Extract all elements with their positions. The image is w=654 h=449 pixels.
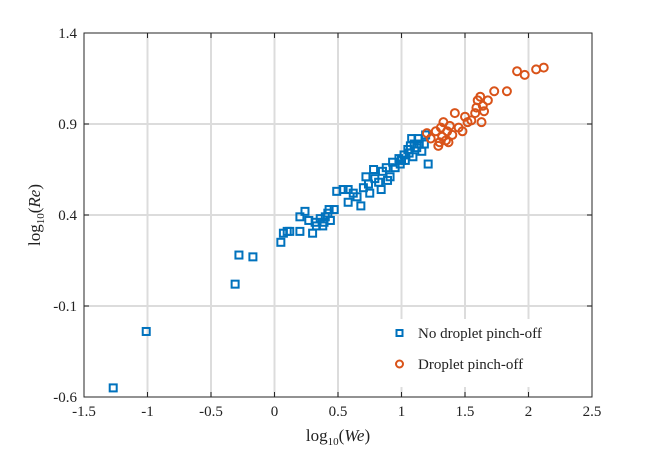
data-point-square (325, 215, 335, 225)
data-point-square (295, 226, 305, 236)
data-point-square (329, 205, 339, 215)
legend-label-no-pinch-off: No droplet pinch-off (418, 326, 542, 342)
data-point-circle (512, 66, 523, 77)
data-point-square (385, 172, 395, 182)
x-axis-label: log10(We) (306, 426, 370, 448)
axis-ticks: -1.5 -1 -0.5 0 0.5 1 1.5 2 2.5 -0.6 -0.1 0.4 0.9 1.4 (53, 26, 601, 420)
data-point-circle (457, 126, 468, 137)
legend-label-pinch-off: Droplet pinch-off (418, 357, 523, 373)
x-tick-label: -1 (141, 404, 154, 420)
data-point-circle (477, 100, 488, 111)
data-point-square (141, 326, 151, 336)
data-point-circle (425, 133, 436, 144)
legend-marker-no-pinch-off (395, 329, 404, 337)
data-point-square (276, 237, 286, 247)
data-point-circle (443, 137, 454, 148)
y-axis-label-prefix: log (25, 224, 44, 246)
data-point-square (234, 250, 244, 260)
data-point-square (419, 139, 429, 149)
data-point-square (369, 165, 379, 174)
data-point-square (365, 188, 375, 198)
x-tick-label: 0.5 (329, 404, 348, 420)
data-point-square (376, 185, 386, 195)
data-point-square (248, 252, 258, 262)
data-point-circle (470, 108, 481, 119)
y-axis-label-argument: Re (25, 189, 44, 208)
data-point-square (356, 201, 366, 211)
data-point-square (381, 163, 391, 173)
legend: No droplet pinch-off Droplet pinch-off (381, 319, 583, 387)
series-pinch-off (421, 62, 549, 151)
data-point-square (408, 152, 418, 162)
data-point-square (230, 279, 240, 289)
data-point-square (352, 192, 362, 202)
x-tick-label: -1.5 (72, 404, 96, 420)
y-tick-label: -0.1 (53, 299, 77, 315)
data-point-circle (449, 108, 460, 119)
data-point-square (423, 159, 433, 169)
y-axis-label-subscript: 10 (35, 213, 47, 225)
y-tick-label: 0.9 (58, 117, 77, 133)
x-tick-label: 2 (525, 404, 533, 420)
x-tick-label: 0 (271, 404, 279, 420)
x-axis-label-prefix: log (306, 426, 328, 445)
y-tick-label: -0.6 (53, 390, 77, 406)
data-points (108, 62, 549, 393)
legend-marker-pinch-off (395, 359, 404, 369)
data-point-circle (519, 69, 530, 80)
data-point-circle (489, 86, 500, 97)
legend-box (381, 319, 583, 387)
y-axis-label: log10(Re) (25, 184, 47, 246)
x-tick-label: 1.5 (456, 404, 475, 420)
data-point-circle (482, 95, 493, 106)
y-tick-label: 1.4 (58, 26, 77, 42)
x-axis-label-subscript: 10 (328, 436, 340, 448)
x-tick-label: 2.5 (583, 404, 602, 420)
x-tick-label: 1 (398, 404, 406, 420)
data-point-circle (501, 86, 512, 97)
y-tick-label: 0.4 (58, 208, 77, 224)
data-point-circle (447, 129, 458, 140)
data-point-square (324, 205, 334, 215)
data-point-square (285, 226, 295, 236)
data-point-circle (466, 115, 477, 126)
x-axis-label-argument: We (344, 426, 365, 445)
data-point-circle (476, 117, 487, 128)
data-point-square (108, 383, 118, 393)
data-point-square (343, 197, 353, 207)
data-point-square (338, 185, 348, 195)
data-point-circle (444, 120, 455, 131)
data-point-circle (475, 91, 486, 102)
data-point-circle (479, 106, 490, 117)
data-point-square (295, 212, 305, 222)
x-tick-label: -0.5 (199, 404, 223, 420)
data-point-square (300, 206, 310, 216)
data-point-circle (538, 62, 549, 73)
data-point-square (363, 179, 373, 189)
